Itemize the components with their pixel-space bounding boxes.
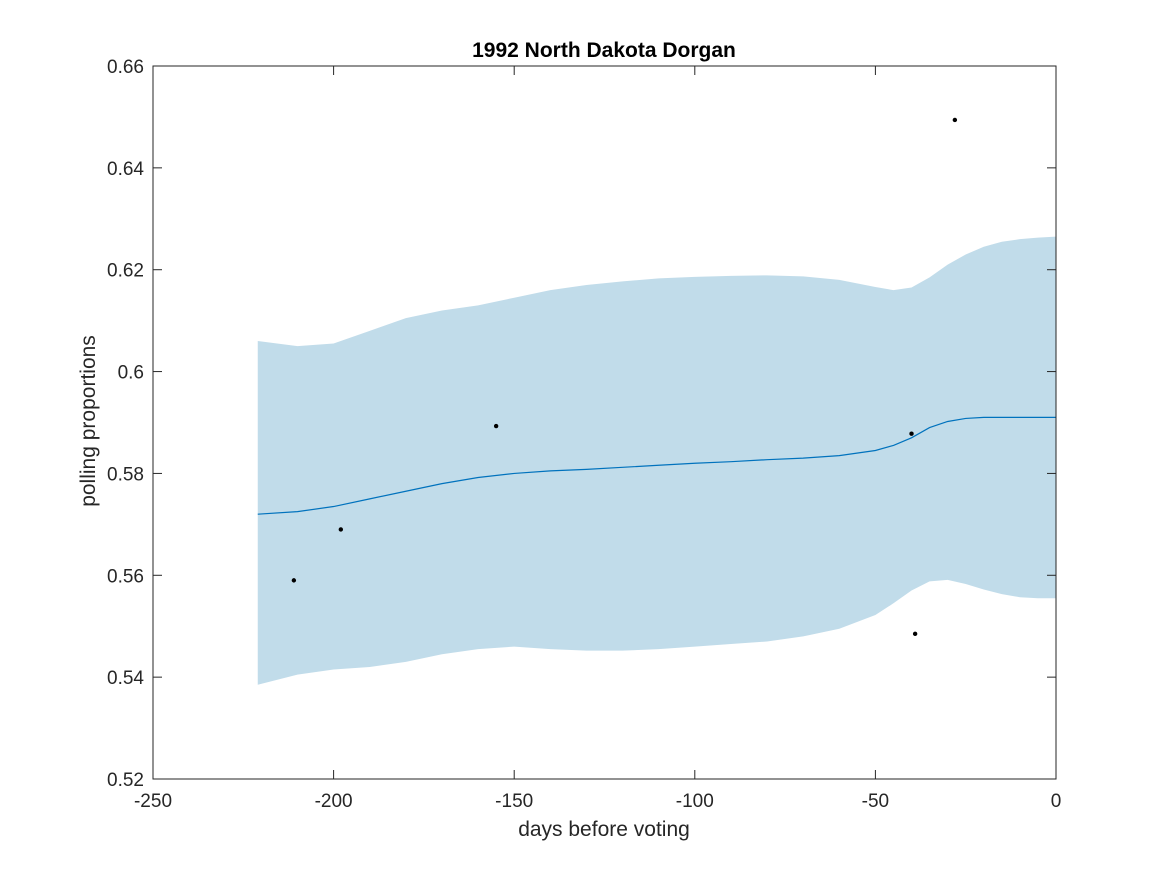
axes-box	[152, 65, 1057, 780]
y-tick-label: 0.64	[107, 159, 144, 180]
ticks: -250 -200 -150 -100 -50 0 0.52 0.54 0.56 0.58 0.6 0…	[107, 57, 1061, 812]
x-axis-label: days before voting	[518, 818, 690, 841]
y-tick-label: 0.58	[107, 464, 144, 485]
chart-title: 1992 North Dakota Dorgan	[472, 39, 736, 62]
poll-point	[291, 578, 297, 583]
x-tick-label: -50	[862, 791, 889, 812]
poll-point	[952, 117, 958, 123]
poll-point	[338, 527, 344, 532]
axes	[152, 65, 1057, 780]
y-axis-label: polling proportions	[77, 335, 100, 507]
poll-point	[493, 423, 499, 429]
x-tick-label: 0	[1051, 791, 1062, 812]
plot-area	[257, 117, 1056, 685]
y-tick-label: 0.52	[107, 770, 144, 791]
y-tick-label: 0.56	[107, 566, 144, 587]
x-tick-label: -250	[134, 791, 172, 812]
y-tick-label: 0.66	[107, 57, 144, 78]
confidence-band	[257, 236, 1056, 685]
y-tick-label: 0.62	[107, 261, 144, 282]
x-tick-label: -100	[676, 791, 714, 812]
x-tick-label: -150	[495, 791, 533, 812]
y-tick-label: 0.54	[107, 668, 144, 689]
poll-point	[912, 631, 918, 637]
x-tick-label: -200	[315, 791, 353, 812]
y-tick-label: 0.6	[118, 363, 144, 384]
poll-point	[909, 431, 914, 436]
trend-line	[257, 416, 1056, 515]
